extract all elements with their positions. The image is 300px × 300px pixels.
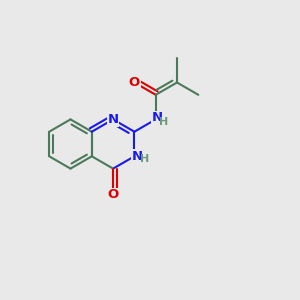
Text: N: N [131,150,142,163]
Text: H: H [160,117,169,127]
Text: N: N [152,111,163,124]
Text: O: O [107,188,119,201]
Text: H: H [140,154,149,164]
Text: N: N [107,113,119,126]
Text: O: O [129,76,140,89]
